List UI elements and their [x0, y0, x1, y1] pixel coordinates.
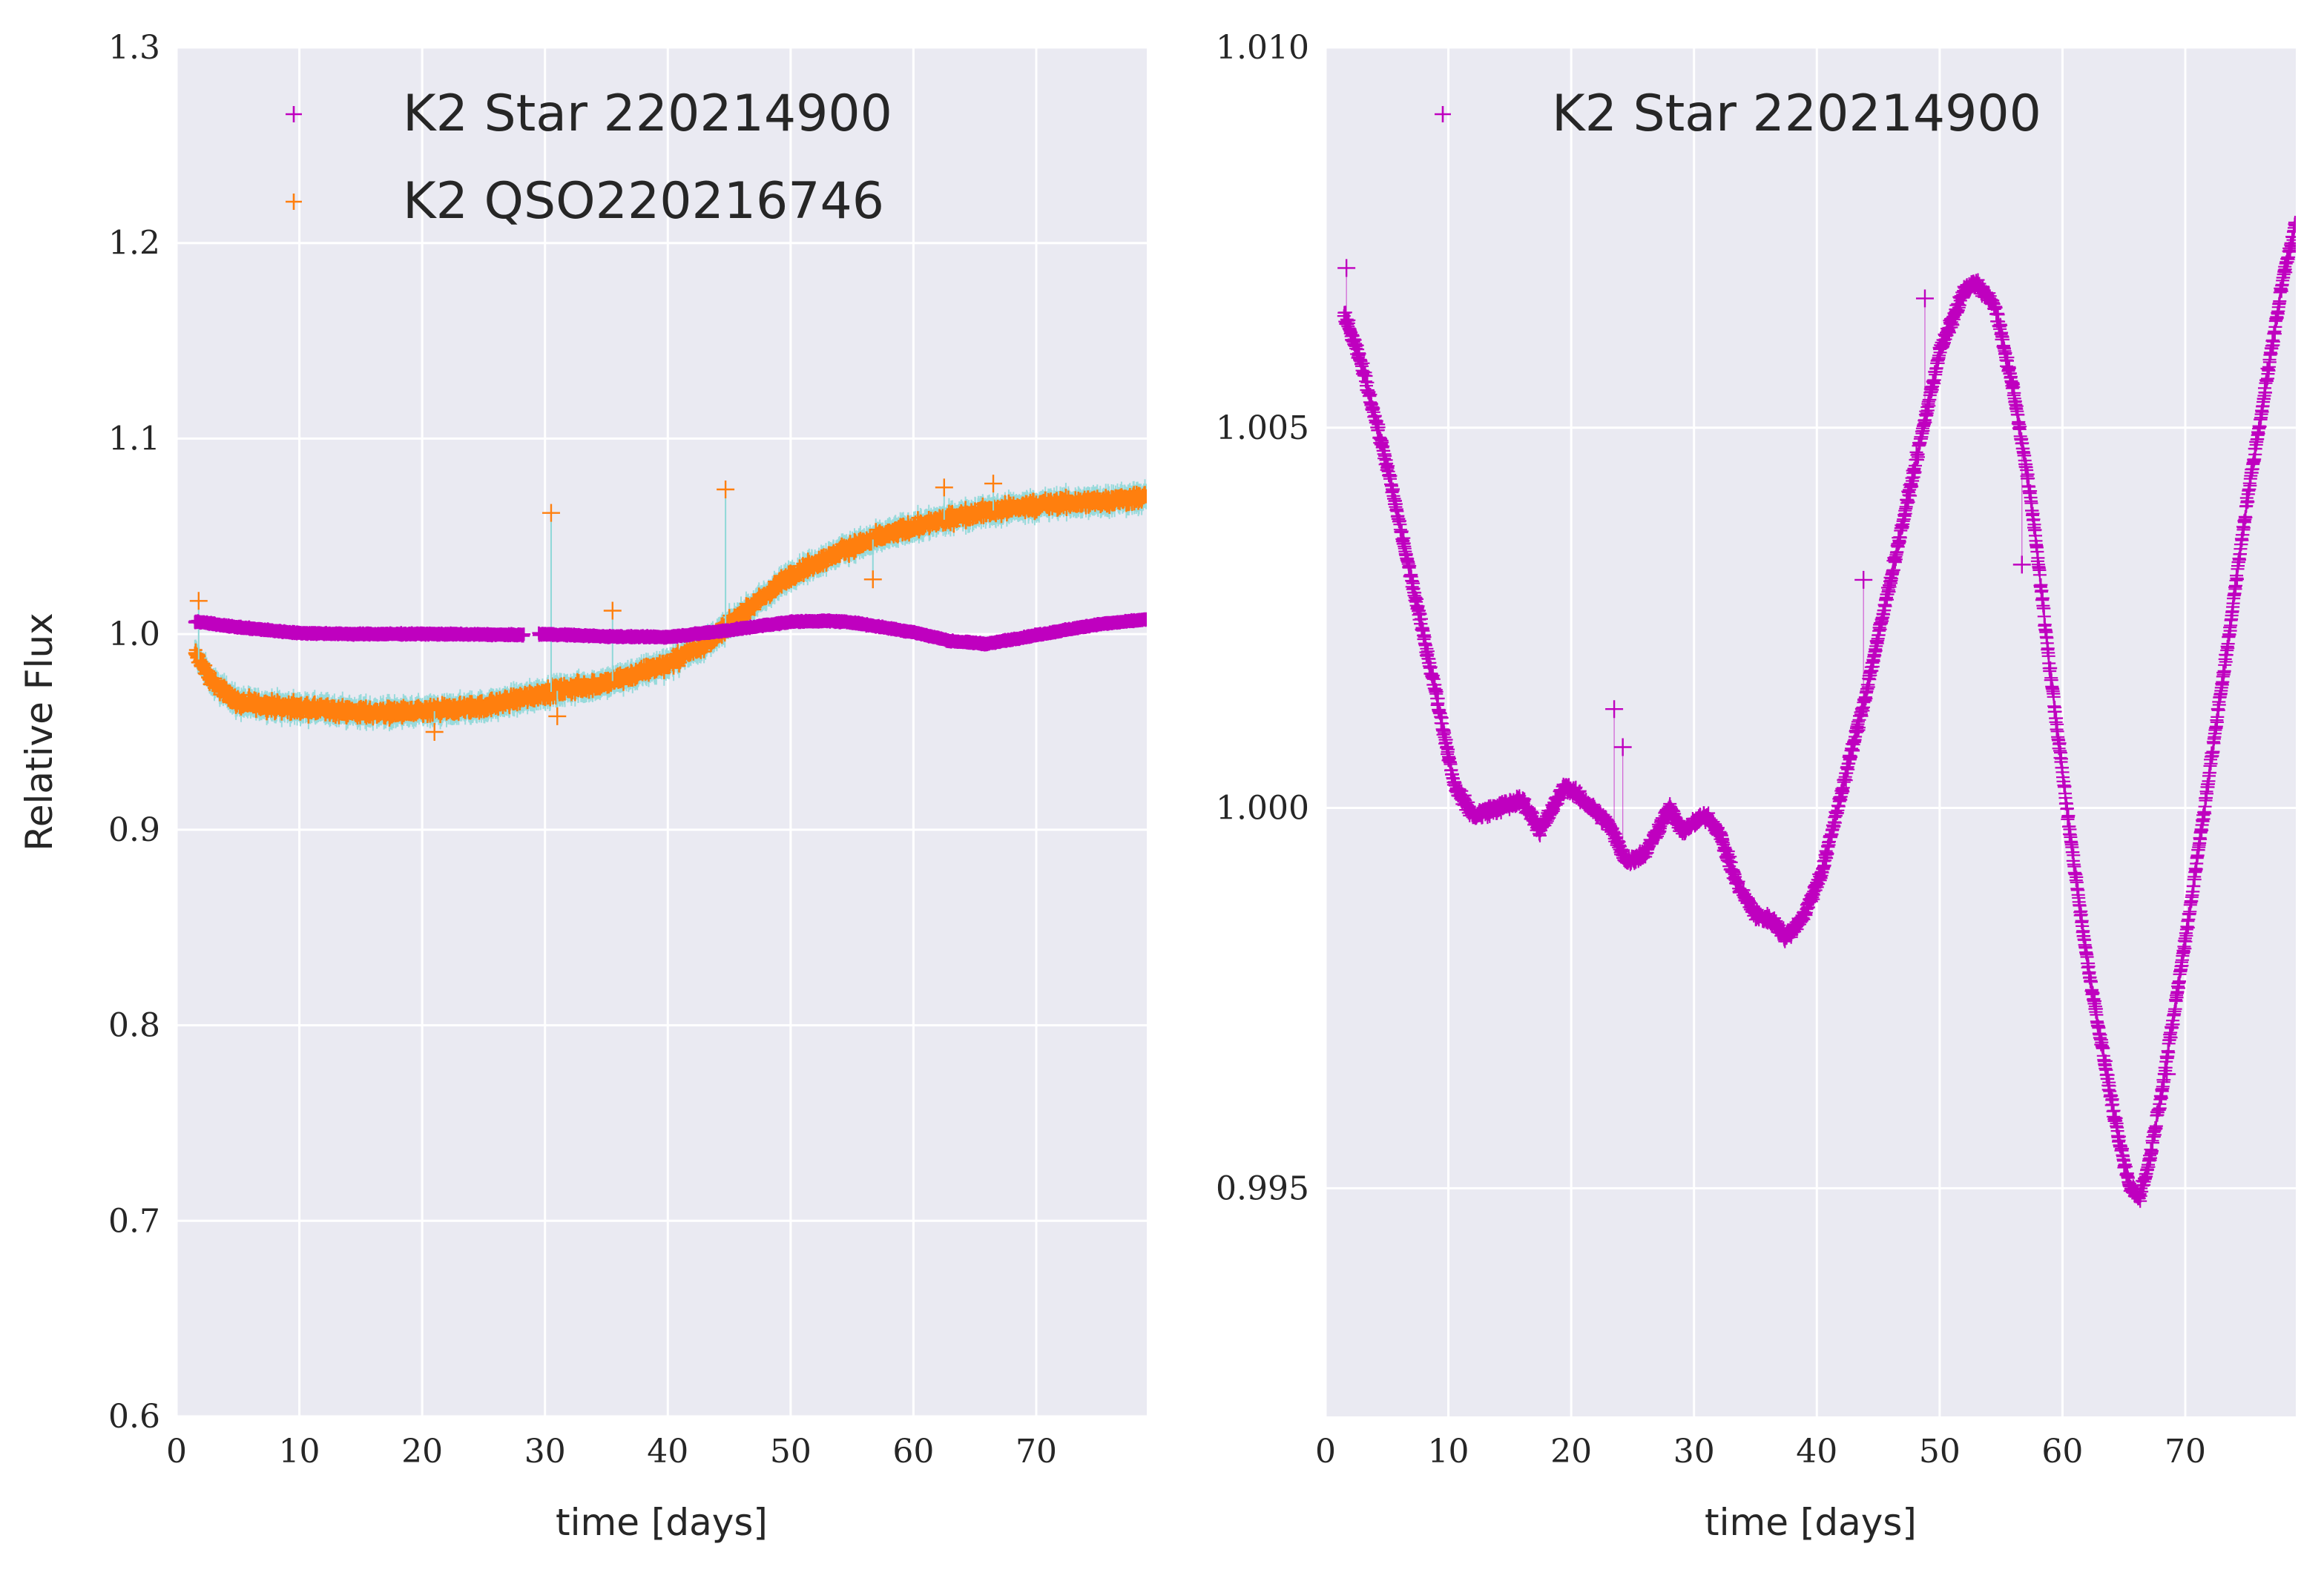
- series-0-markers: [188, 612, 1147, 652]
- legend-label: K2 QSO220216746: [403, 172, 884, 231]
- outlier-point: [1854, 570, 1873, 589]
- outlier-point: [863, 570, 882, 589]
- outlier-point: [1915, 289, 1934, 308]
- outlier-point: [603, 601, 622, 620]
- x-tick-label: 0: [166, 1433, 187, 1471]
- x-tick-label: 10: [1428, 1433, 1469, 1471]
- legend-label: K2 Star 220214900: [1552, 85, 2041, 143]
- outlier-point: [425, 723, 444, 741]
- outlier-point: [1613, 738, 1632, 756]
- series-0-points: [1337, 216, 2296, 1208]
- y-tick-label: 0.7: [108, 1202, 160, 1240]
- legend-marker: [1435, 106, 1451, 122]
- y-axis-label: Relative Flux: [18, 613, 61, 851]
- x-tick-label: 60: [892, 1433, 934, 1471]
- x-tick-label: 30: [524, 1433, 566, 1471]
- outlier-point: [1337, 259, 1356, 277]
- x-tick-label: 40: [647, 1433, 688, 1471]
- outlier-point: [542, 504, 560, 522]
- x-tick-label: 70: [1015, 1433, 1057, 1471]
- x-tick-label: 0: [1315, 1433, 1336, 1471]
- left-panel: 0 10 20 30 40 50 60 70 0.6 0.7 0.8 0.9 1.0 1.1 1.2 1.3 t…: [18, 29, 1147, 1544]
- plot-background: [177, 47, 1147, 1416]
- y-tick-label: 1.2: [108, 225, 160, 263]
- y-tick-label: 0.8: [108, 1007, 160, 1045]
- x-tick-label: 50: [1919, 1433, 1961, 1471]
- outlier-point: [1605, 700, 1624, 719]
- right-panel: 0 10 20 30 40 50 60 70 0.995 1.000 1.005 1.010 time …: [1216, 29, 2296, 1544]
- y-tick-label: 1.000: [1216, 790, 1309, 828]
- legend-marker: [286, 106, 302, 122]
- x-tick-label: 20: [401, 1433, 443, 1471]
- x-tick-label: 30: [1673, 1433, 1715, 1471]
- y-tick-label: 1.1: [108, 420, 160, 458]
- x-tick-label: 20: [1550, 1433, 1592, 1471]
- legend-label: K2 Star 220214900: [403, 85, 892, 143]
- outlier-point: [2158, 1065, 2176, 1083]
- legend-marker: [286, 194, 302, 210]
- plot-background: [1326, 47, 2296, 1416]
- series-0-points: [188, 612, 1147, 652]
- x-axis-label: time [days]: [1705, 1501, 1917, 1544]
- x-tick-label: 10: [279, 1433, 320, 1471]
- y-tick-label: 0.9: [108, 811, 160, 849]
- outlier-point: [984, 475, 1003, 493]
- y-tick-label: 1.0: [108, 615, 160, 653]
- x-tick-label: 50: [770, 1433, 812, 1471]
- outlier-point: [2012, 555, 2031, 574]
- y-tick-label: 0.6: [108, 1398, 160, 1436]
- outlier-point: [189, 592, 208, 610]
- x-tick-label: 70: [2165, 1433, 2206, 1471]
- series-1-markers: [188, 475, 1147, 741]
- series-0-markers: [1337, 216, 2296, 1208]
- legend: K2 Star 220214900: [1435, 85, 2041, 143]
- x-axis-label: time [days]: [556, 1501, 768, 1544]
- outlier-point: [548, 707, 567, 725]
- outlier-point: [935, 478, 953, 497]
- x-tick-label: 60: [2041, 1433, 2083, 1471]
- y-tick-label: 0.995: [1216, 1169, 1309, 1207]
- y-tick-label: 1.3: [108, 29, 160, 67]
- x-tick-label: 40: [1796, 1433, 1837, 1471]
- y-tick-label: 1.010: [1216, 29, 1309, 67]
- legend: K2 Star 220214900 K2 QSO220216746: [286, 85, 892, 231]
- y-tick-label: 1.005: [1216, 409, 1309, 447]
- outlier-point: [717, 480, 735, 498]
